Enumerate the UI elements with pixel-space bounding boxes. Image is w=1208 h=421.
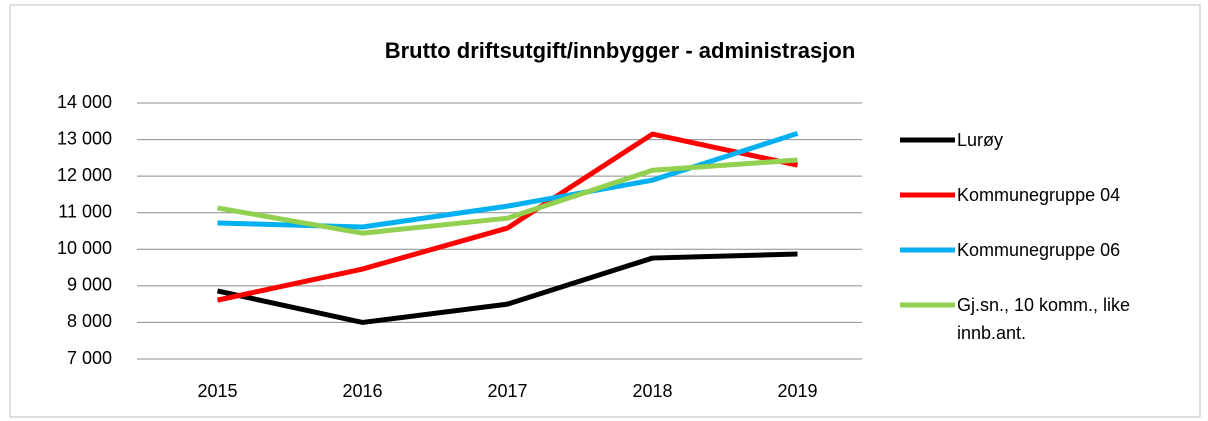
legend-item: Kommunegruppe 04	[957, 185, 1121, 205]
y-tick-label: 11 000	[58, 201, 112, 221]
legend-label: Gj.sn., 10 komm., like innb.ant.	[957, 295, 1131, 343]
y-tick-label: 8 000	[67, 311, 112, 331]
series-line	[216, 131, 799, 303]
y-tick-label: 12 000	[57, 165, 112, 185]
x-tick-label: 2016	[342, 381, 382, 401]
y-tick-label: 9 000	[67, 275, 112, 295]
x-tick-label: 2015	[197, 381, 237, 401]
x-tick-label: 2017	[487, 381, 527, 401]
chart-frame	[9, 4, 1201, 418]
legend-label: Kommunegruppe 04	[957, 185, 1121, 205]
chart-title: Brutto driftsutgift/innbygger - administ…	[385, 38, 856, 63]
series-line	[216, 251, 798, 325]
legend-label: Kommunegruppe 06	[957, 240, 1121, 260]
legend-label: Lurøy	[957, 130, 1004, 150]
y-tick-label: 13 000	[57, 128, 112, 148]
x-tick-label: 2018	[632, 381, 672, 401]
legend-item: Gj.sn., 10 komm., like innb.ant.	[957, 295, 1131, 343]
x-tick-label: 2019	[777, 381, 817, 401]
legend-item: Lurøy	[957, 130, 1004, 150]
series-line	[217, 157, 798, 236]
y-tick-label: 14 000	[57, 92, 112, 112]
y-tick-label: 10 000	[57, 238, 112, 258]
y-tick-label: 7 000	[67, 348, 112, 368]
legend-item: Kommunegruppe 06	[957, 240, 1121, 260]
